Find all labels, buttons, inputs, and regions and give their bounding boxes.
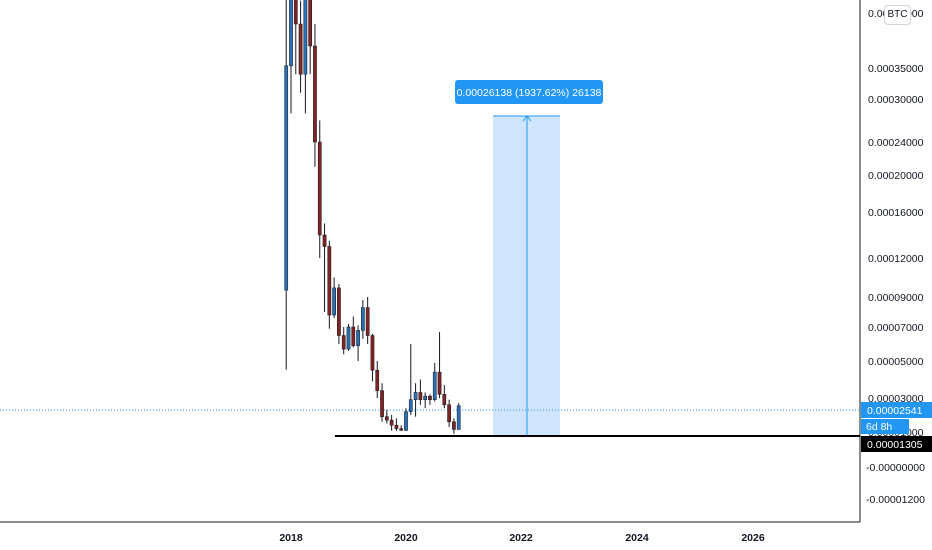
candle-body [298, 23, 303, 75]
axis-corner [861, 523, 932, 550]
y-tick-label: -0.00001200 [866, 494, 925, 506]
candle-body [380, 390, 384, 417]
last-price-tag: 0.00002541 [861, 402, 932, 418]
support-price-tag: 0.00001305 [861, 436, 932, 452]
candle-body [327, 246, 332, 316]
y-tick-label: 0.00005000 [868, 356, 924, 368]
measure-range-label: 0.00026138 (1937.62%) 26138 [457, 87, 602, 99]
candle-body [365, 307, 370, 336]
candle-body [394, 424, 399, 429]
candle-body [322, 234, 327, 247]
candle-body [432, 371, 437, 400]
candle-body [389, 419, 394, 426]
candle-body [375, 370, 380, 391]
y-tick-label: 0.00030000 [868, 94, 924, 106]
currency-badge[interactable]: BTC [884, 5, 911, 25]
candle-body [452, 421, 456, 430]
y-tick-label: 0.00007000 [868, 322, 924, 334]
candle-body [428, 395, 432, 400]
candle-body [284, 65, 289, 291]
x-tick-label: 2022 [509, 532, 533, 544]
measure-range-label-box [455, 80, 603, 104]
y-tick-label: 0.00035000 [868, 63, 924, 75]
last-price-value: 0.00002541 [867, 405, 923, 417]
candle-body [332, 287, 336, 316]
candle-body [408, 399, 413, 412]
support-price-value: 0.00001305 [867, 439, 923, 451]
candle-body [346, 326, 351, 350]
measure-range-tool[interactable]: 0.00026138 (1937.62%) 26138 [455, 80, 603, 435]
candle-body [423, 395, 428, 400]
candle-body [356, 330, 360, 346]
candle-body [351, 326, 356, 346]
candles-layer [284, 0, 461, 434]
x-tick-label: 2024 [625, 532, 649, 544]
x-tick-label: 2020 [394, 532, 418, 544]
countdown-tag: 6d 8h [861, 419, 909, 434]
y-tick-label: 0.00009000 [868, 292, 924, 304]
x-axis-ticks: 2018 2020 2022 2024 2026 [279, 532, 765, 544]
candle-body [317, 141, 322, 236]
candle-body [361, 307, 365, 331]
candle-body [437, 371, 442, 395]
y-tick-label: 0.00024000 [868, 137, 924, 149]
candle-body [293, 0, 298, 25]
candle-body [370, 335, 375, 371]
candle-body [337, 287, 341, 336]
candle-body [442, 394, 447, 406]
candle-body [308, 0, 313, 47]
candle-body [447, 404, 451, 423]
x-tick-label: 2018 [279, 532, 303, 544]
candle-body [341, 335, 346, 350]
candle-body [456, 405, 461, 430]
y-tick-label: 0.00016000 [868, 207, 924, 219]
candle-body [404, 411, 408, 431]
y-tick-label: -0.00000000 [866, 462, 925, 474]
x-tick-label: 2026 [741, 532, 765, 544]
y-tick-label: 0.00020000 [868, 170, 924, 182]
candle-body [384, 416, 389, 421]
countdown-value: 6d 8h [866, 421, 892, 433]
candle-body [289, 0, 293, 67]
candle-body [303, 0, 308, 75]
candle-body [413, 392, 418, 400]
candle-body [399, 428, 404, 431]
candle-body [313, 45, 317, 143]
y-tick-label: 0.00012000 [868, 253, 924, 265]
candle-body [418, 392, 423, 400]
